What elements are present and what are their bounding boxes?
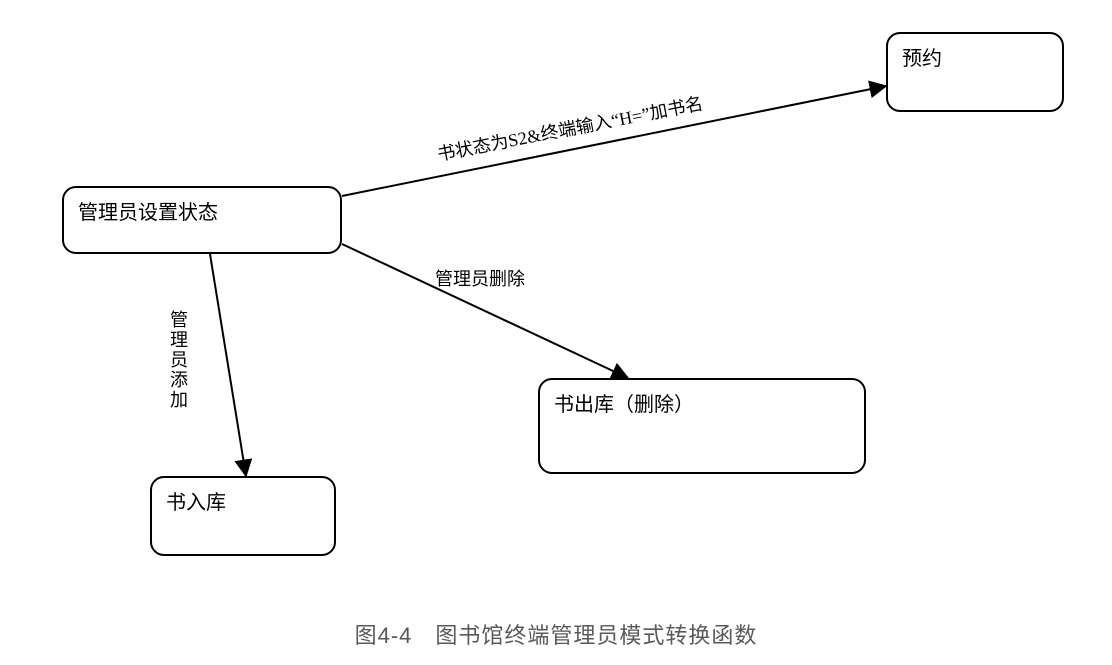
node-label: 管理员设置状态 (78, 196, 218, 225)
node-label: 书入库 (166, 486, 226, 515)
node-label: 书出库（删除） (554, 388, 694, 417)
node-reserve: 预约 (886, 32, 1064, 112)
edge-to-reserve (342, 86, 886, 196)
edge-label-to-reserve: 书状态为S2&终端输入“H=”加书名 (435, 89, 705, 166)
edge-label-to-checkout: 管理员删除 (435, 265, 525, 291)
figure-caption: 图4-4 图书馆终端管理员模式转换函数 (0, 618, 1112, 650)
node-admin-set-state: 管理员设置状态 (62, 186, 342, 254)
node-label: 预约 (902, 42, 942, 71)
edge-label-to-checkin: 管理员添加 (165, 310, 191, 410)
node-checkout: 书出库（删除） (538, 378, 866, 474)
edge-to-checkin (210, 254, 246, 476)
node-checkin: 书入库 (150, 476, 336, 556)
